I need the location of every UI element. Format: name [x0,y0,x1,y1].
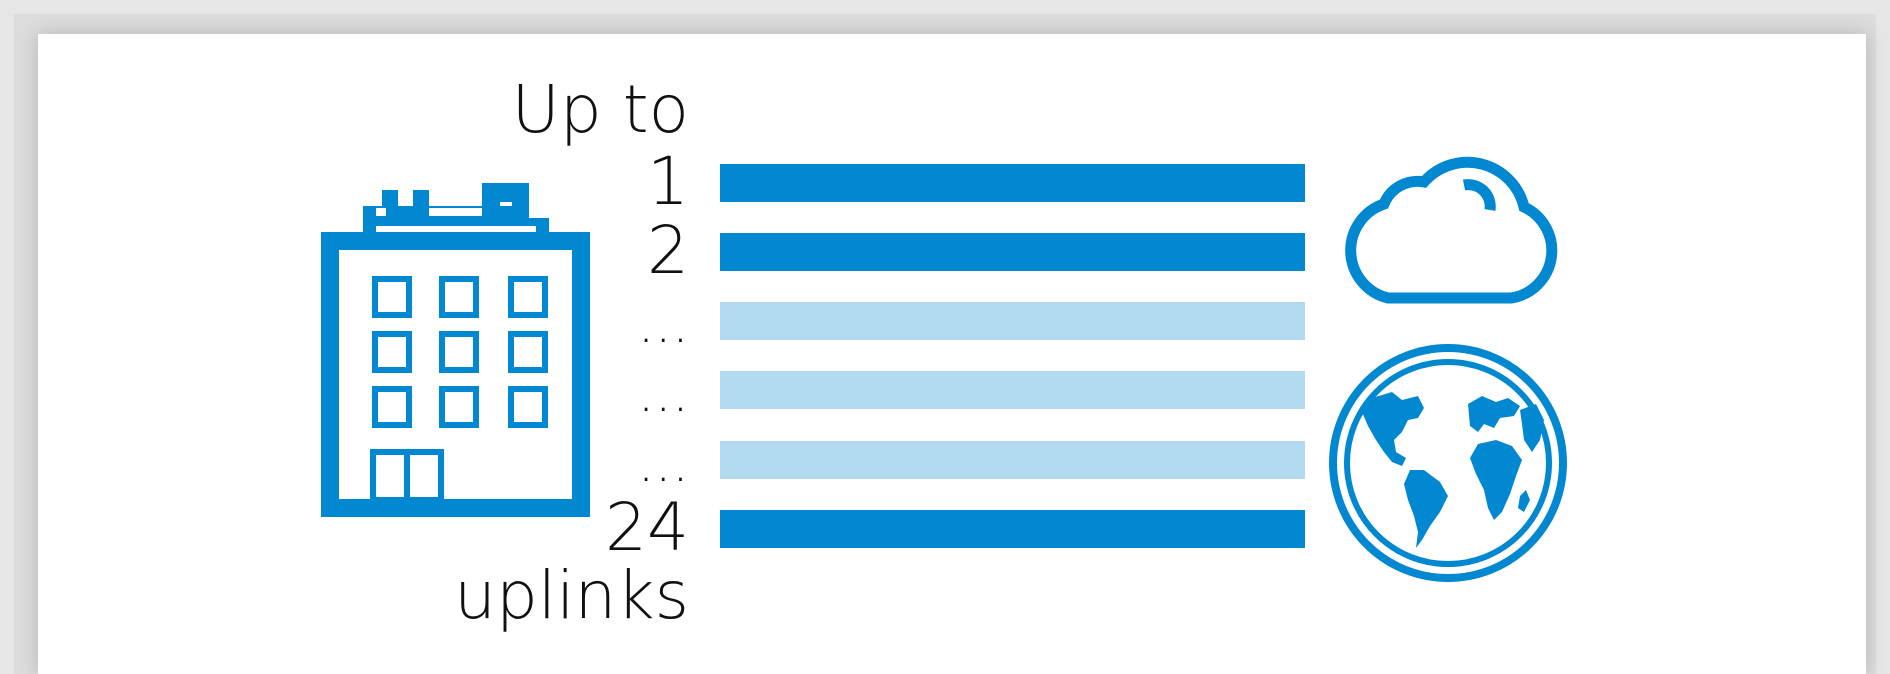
cloud-icon [1345,156,1558,304]
uplink-bar-3 [720,302,1305,340]
heading-bottom: uplinks [454,557,689,634]
uplink-label-2: 2 [647,212,689,289]
uplink-bar-1 [720,164,1305,202]
uplink-label-3: ... [638,292,690,355]
globe-icon [1329,344,1567,582]
uplink-label-6: 24 [605,489,689,566]
uplink-label-1: 1 [647,143,689,220]
uplink-bar-6 [720,510,1305,548]
uplink-label-4: ... [638,361,690,424]
building-icon [321,183,590,517]
uplink-label-5: ... [638,431,690,494]
diagram-panel [38,34,1866,674]
heading-top: Up to [512,71,689,148]
uplink-rows: 12.........24 [605,143,1305,566]
uplink-bar-2 [720,233,1305,271]
uplink-bar-5 [720,441,1305,479]
uplink-bar-4 [720,371,1305,409]
